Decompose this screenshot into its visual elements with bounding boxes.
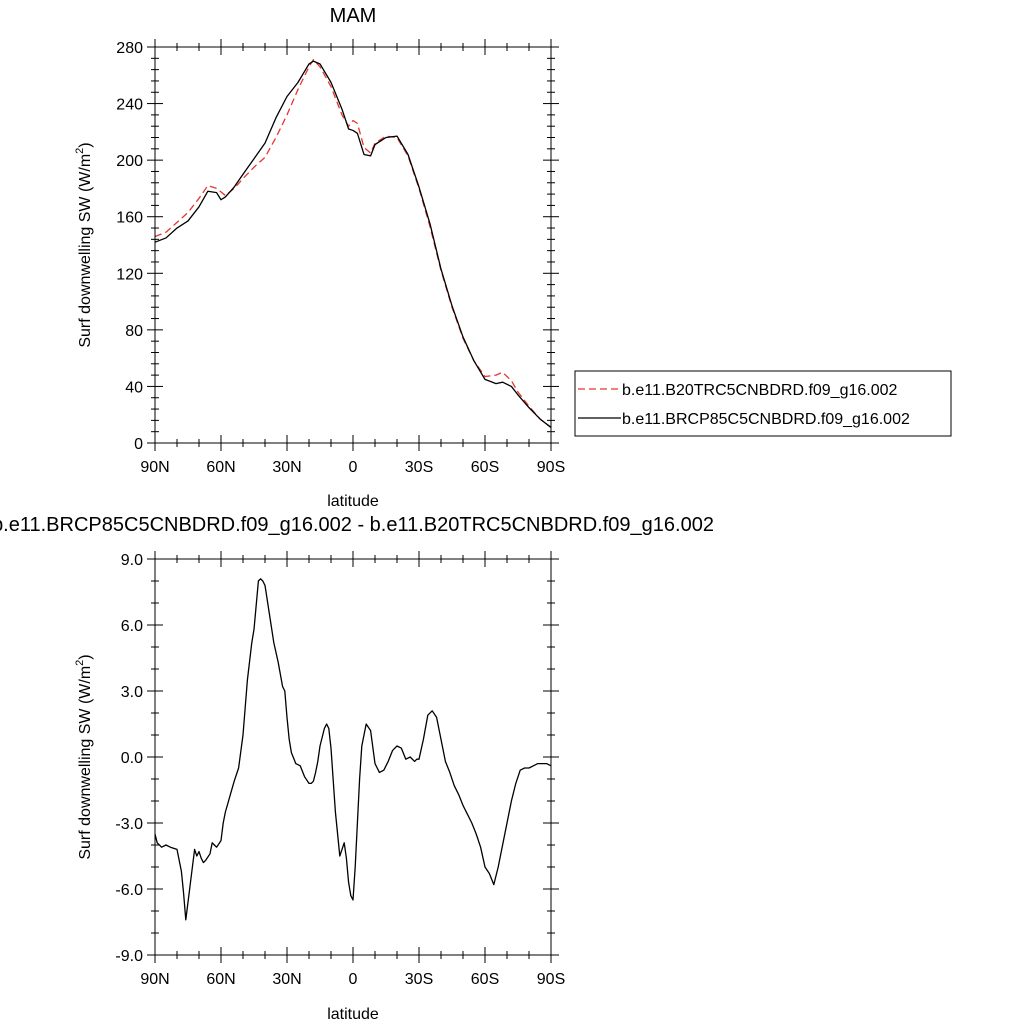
panel-difference: b.e11.BRCP85C5CNBDRD.f09_g16.002 - b.e11… bbox=[0, 514, 714, 1023]
x-tick-label: 60N bbox=[206, 971, 235, 988]
x-tick-label: 60S bbox=[471, 971, 499, 988]
panel-1-tick-labels: 90N 60N 30N 0 30S 60S 90S 0 40 80 120 160 200 240 280 bbox=[116, 40, 565, 476]
panel-2-ylabel: Surf downwelling SW (W/m2) bbox=[74, 654, 94, 859]
y-tick-label: 40 bbox=[125, 379, 143, 396]
panel-2-series bbox=[154, 578, 552, 921]
panel-1-series bbox=[154, 59, 552, 428]
y-tick-label: 6.0 bbox=[121, 618, 143, 635]
series-line-0 bbox=[154, 578, 552, 921]
x-tick-label: 30N bbox=[272, 459, 301, 476]
y-tick-label: 80 bbox=[125, 323, 143, 340]
panel-1-frame bbox=[154, 46, 552, 444]
x-tick-label: 0 bbox=[349, 971, 358, 988]
y-tick-label: 280 bbox=[116, 40, 143, 57]
panel-2-ylabel-sup: 2 bbox=[74, 660, 86, 666]
y-tick-label: 240 bbox=[116, 97, 143, 114]
y-tick-label: -9.0 bbox=[115, 948, 143, 965]
panel-1-ylabel-close: ) bbox=[77, 142, 94, 147]
panel-2-ylabel-close: ) bbox=[77, 654, 94, 659]
panel-2-ticks bbox=[147, 551, 559, 963]
legend-box bbox=[574, 370, 952, 437]
y-tick-label: 0 bbox=[134, 436, 143, 453]
panel-2-title: b.e11.BRCP85C5CNBDRD.f09_g16.002 - b.e11… bbox=[0, 514, 714, 536]
x-tick-label: 60N bbox=[206, 459, 235, 476]
x-tick-label: 30N bbox=[272, 971, 301, 988]
x-tick-label: 0 bbox=[349, 459, 358, 476]
y-tick-label: 200 bbox=[116, 153, 143, 170]
x-tick-label: 90S bbox=[537, 459, 565, 476]
panel-2-tick-labels: 90N 60N 30N 0 30S 60S 90S -9.0 -6.0 -3.0 0.0 3.0 6.0… bbox=[115, 552, 565, 988]
x-tick-label: 60S bbox=[471, 459, 499, 476]
x-tick-label: 30S bbox=[405, 971, 433, 988]
x-tick-label: 90N bbox=[140, 971, 169, 988]
panel-2-ylabel-main: Surf downwelling SW (W/m bbox=[77, 666, 94, 860]
series-line-1 bbox=[154, 60, 552, 428]
x-tick-label: 30S bbox=[405, 459, 433, 476]
panel-1-ylabel: Surf downwelling SW (W/m2) bbox=[74, 142, 94, 347]
legend: b.e11.B20TRC5CNBDRD.f09_g16.002 b.e11.BR… bbox=[574, 370, 952, 437]
panel-1-title: MAM bbox=[330, 5, 377, 27]
panel-mam: MAM 90N 60N 30N 0 30S 60S 90S 0 40 80 120 160 200 240… bbox=[74, 5, 952, 510]
y-tick-label: -3.0 bbox=[115, 816, 143, 833]
y-tick-label: 160 bbox=[116, 210, 143, 227]
legend-label-historical: b.e11.B20TRC5CNBDRD.f09_g16.002 bbox=[622, 382, 898, 399]
y-tick-label: 9.0 bbox=[121, 552, 143, 569]
panel-1-ylabel-main: Surf downwelling SW (W/m bbox=[77, 154, 94, 348]
legend-label-rcp85: b.e11.BRCP85C5CNBDRD.f09_g16.002 bbox=[622, 411, 910, 428]
panel-1-ylabel-sup: 2 bbox=[74, 148, 86, 154]
x-tick-label: 90S bbox=[537, 971, 565, 988]
series-line-0 bbox=[154, 59, 552, 428]
panel-1-ticks bbox=[147, 39, 559, 451]
panel-1-xlabel: latitude bbox=[327, 493, 379, 510]
y-tick-label: 3.0 bbox=[121, 684, 143, 701]
y-tick-label: 0.0 bbox=[121, 750, 143, 767]
y-tick-label: -6.0 bbox=[115, 882, 143, 899]
y-tick-label: 120 bbox=[116, 266, 143, 283]
x-tick-label: 90N bbox=[140, 459, 169, 476]
panel-2-xlabel: latitude bbox=[327, 1006, 379, 1023]
panel-2-frame bbox=[154, 558, 552, 956]
